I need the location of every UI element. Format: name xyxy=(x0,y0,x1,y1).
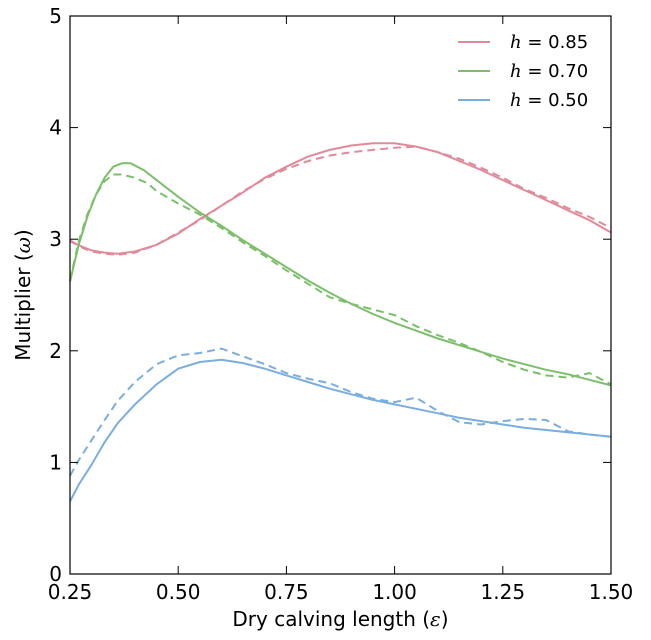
x-tick-label: 1.50 xyxy=(589,580,634,604)
series-solid-line-0 xyxy=(69,142,612,255)
series-layer xyxy=(69,142,612,502)
series-solid-line-1 xyxy=(69,162,612,387)
tick-layer: 0.25 0.50 0.75 1.00 1.25 1.50 0 1 2 3 4 5 xyxy=(48,4,634,604)
y-tick-label: 3 xyxy=(49,227,62,251)
series-dashed-line-0 xyxy=(69,145,612,256)
y-tick-label: 2 xyxy=(49,339,62,363)
plot-frame xyxy=(69,15,612,575)
legend-label-1: h = 0.70 xyxy=(510,61,588,82)
x-axis-label: Dry calving length (ε) xyxy=(232,607,448,631)
y-tick-label: 5 xyxy=(49,4,62,28)
y-tick-label: 0 xyxy=(49,562,62,586)
x-tick-label: 0.50 xyxy=(156,580,201,604)
x-tick-label: 1.00 xyxy=(372,580,417,604)
legend-label-0: h = 0.85 xyxy=(510,32,588,53)
x-tick-label: 0.75 xyxy=(264,580,309,604)
y-axis-label: Multiplier (ω) xyxy=(11,229,35,361)
legend: h = 0.85 h = 0.70 h = 0.50 xyxy=(458,32,588,111)
legend-label-2: h = 0.50 xyxy=(510,90,588,111)
series-solid-line-2 xyxy=(69,358,612,502)
series-dashed-line-1 xyxy=(69,173,612,386)
x-tick-label: 1.25 xyxy=(481,580,526,604)
x-tick-label: 0.25 xyxy=(48,580,93,604)
series-dashed-line-2 xyxy=(69,347,612,477)
y-tick-label: 4 xyxy=(49,116,62,140)
y-tick-label: 1 xyxy=(49,450,62,474)
